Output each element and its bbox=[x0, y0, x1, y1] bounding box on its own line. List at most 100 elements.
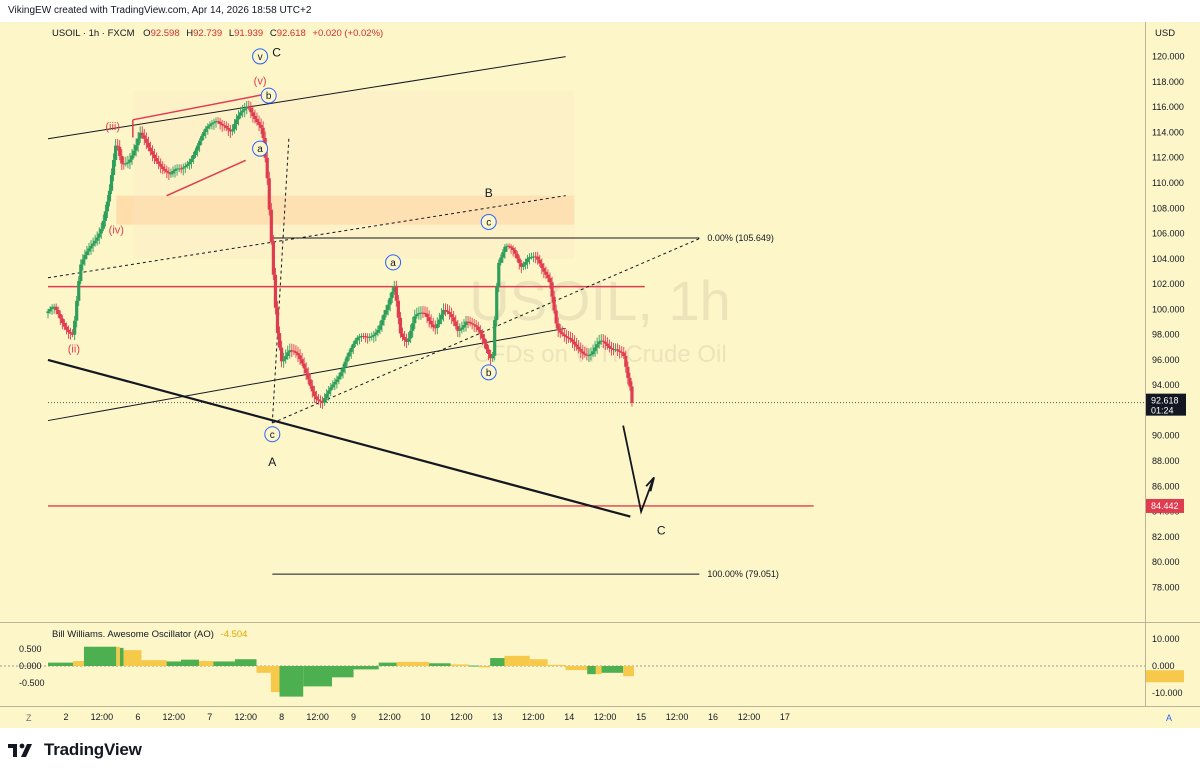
price-axis-currency[interactable]: USD bbox=[1155, 28, 1175, 39]
tradingview-logo[interactable]: TradingView bbox=[8, 740, 142, 760]
candle-body bbox=[472, 324, 476, 326]
time-axis-z-button[interactable]: Z bbox=[26, 713, 32, 723]
candle-body bbox=[540, 263, 544, 269]
candle-body bbox=[407, 338, 411, 342]
wave-label: c bbox=[270, 430, 275, 441]
oscillator-bar bbox=[623, 666, 634, 677]
candle-body bbox=[48, 308, 52, 312]
candle-body bbox=[388, 297, 392, 305]
candle-body bbox=[202, 132, 206, 137]
candle-body bbox=[140, 132, 144, 136]
candle-body bbox=[284, 356, 288, 360]
legend-open: 92.598 bbox=[151, 28, 180, 39]
price-tick-label: 106.000 bbox=[1152, 229, 1185, 239]
price-tick-label: 100.000 bbox=[1152, 304, 1185, 314]
candle-body bbox=[611, 348, 616, 350]
legend-close: 92.618 bbox=[277, 28, 306, 39]
oscillator-bar bbox=[166, 661, 182, 666]
candle-body bbox=[269, 209, 273, 242]
level-price-badge bbox=[1146, 498, 1184, 513]
oscillator-bar bbox=[468, 665, 480, 667]
candle-body bbox=[359, 336, 364, 338]
wave-label-circle bbox=[480, 213, 497, 230]
candle-body bbox=[363, 336, 368, 338]
candle-body bbox=[222, 125, 226, 127]
candle-body bbox=[589, 354, 593, 356]
candle-body bbox=[58, 314, 62, 319]
candle-body bbox=[120, 155, 124, 164]
candle-body bbox=[560, 332, 564, 335]
wave-label-circle bbox=[252, 140, 269, 157]
oscillator-bar bbox=[83, 646, 117, 666]
candle-body bbox=[255, 118, 259, 123]
legend-high: 92.739 bbox=[193, 28, 222, 39]
oscillator-bar bbox=[595, 666, 602, 675]
price-tick-label: 116.000 bbox=[1152, 102, 1184, 112]
candle-body bbox=[529, 256, 534, 258]
legend-high-label: H bbox=[186, 28, 193, 39]
candle-body bbox=[372, 334, 376, 337]
candle-body bbox=[538, 259, 542, 264]
oscillator-bar bbox=[353, 666, 379, 670]
candle-body bbox=[546, 274, 550, 279]
chart-area[interactable]: USOIL, 1h CFDs on WTI Crude Oil 0.00% (1… bbox=[0, 22, 1200, 728]
candle-body bbox=[239, 112, 243, 116]
price-axis[interactable]: 78.00080.00082.00084.00086.00088.00090.0… bbox=[1146, 52, 1186, 593]
candle-body bbox=[605, 343, 609, 346]
candle-body bbox=[286, 352, 290, 357]
candle-body bbox=[450, 314, 454, 318]
candle-body bbox=[68, 332, 73, 334]
candle-body bbox=[251, 112, 255, 117]
oscillator-value: -4.504 bbox=[221, 629, 248, 640]
candle-body bbox=[523, 262, 528, 265]
candle-body bbox=[152, 154, 157, 159]
candle-body bbox=[542, 268, 546, 272]
candle-body bbox=[548, 278, 552, 283]
oscillator-bar bbox=[450, 664, 469, 666]
candle-body bbox=[624, 355, 628, 367]
oscillator-axis[interactable]: 0.500 0.000 -0.500 10.000 0.000 -10.000 bbox=[19, 634, 1184, 698]
candle-body bbox=[134, 145, 138, 151]
header-bar: VikingEW created with TradingView.com, A… bbox=[0, 0, 1200, 22]
oscillator-bar bbox=[587, 666, 596, 675]
candle-body bbox=[488, 353, 493, 359]
candle-body bbox=[103, 211, 107, 221]
legend-low-label: L bbox=[229, 28, 234, 39]
oscillator-bar bbox=[116, 646, 120, 666]
candle-body bbox=[443, 309, 448, 311]
candle-body bbox=[73, 320, 77, 335]
candle-body bbox=[279, 347, 284, 362]
candle-body bbox=[527, 257, 532, 259]
candle-body bbox=[50, 307, 54, 309]
time-tick-label: 12:00 bbox=[234, 712, 257, 722]
candle-body bbox=[583, 353, 587, 355]
candle-body bbox=[374, 332, 378, 335]
candle-body bbox=[404, 339, 409, 342]
candle-body bbox=[66, 329, 71, 333]
candle-body bbox=[447, 311, 452, 315]
candle-body bbox=[607, 345, 612, 348]
auto-scale-button[interactable]: A bbox=[1166, 713, 1172, 723]
projection-arrow-head bbox=[645, 476, 655, 492]
candle-body bbox=[439, 314, 444, 320]
candle-body bbox=[376, 329, 380, 333]
trendline bbox=[166, 159, 247, 197]
candle-body bbox=[568, 338, 573, 340]
candle-body bbox=[290, 350, 294, 352]
candle-body bbox=[521, 264, 525, 267]
price-tick-label: 110.000 bbox=[1152, 178, 1184, 188]
time-tick-label: 9 bbox=[351, 712, 356, 722]
candle-body bbox=[390, 291, 394, 298]
candle-body bbox=[361, 336, 366, 338]
candle-body bbox=[343, 361, 347, 368]
time-axis[interactable]: 2 12:00 6 12:00 7 12:00 8 12:00 9 12:00 10 12:00 13 1… bbox=[63, 712, 789, 722]
candle-body bbox=[493, 320, 497, 356]
candle-body bbox=[331, 384, 335, 388]
candle-body bbox=[304, 368, 308, 374]
candle-body bbox=[476, 326, 480, 330]
time-tick-label: 12:00 bbox=[306, 712, 329, 722]
candle-body bbox=[243, 108, 247, 111]
candle-body bbox=[616, 349, 620, 351]
candle-body bbox=[505, 245, 509, 247]
candle-body bbox=[478, 329, 482, 334]
